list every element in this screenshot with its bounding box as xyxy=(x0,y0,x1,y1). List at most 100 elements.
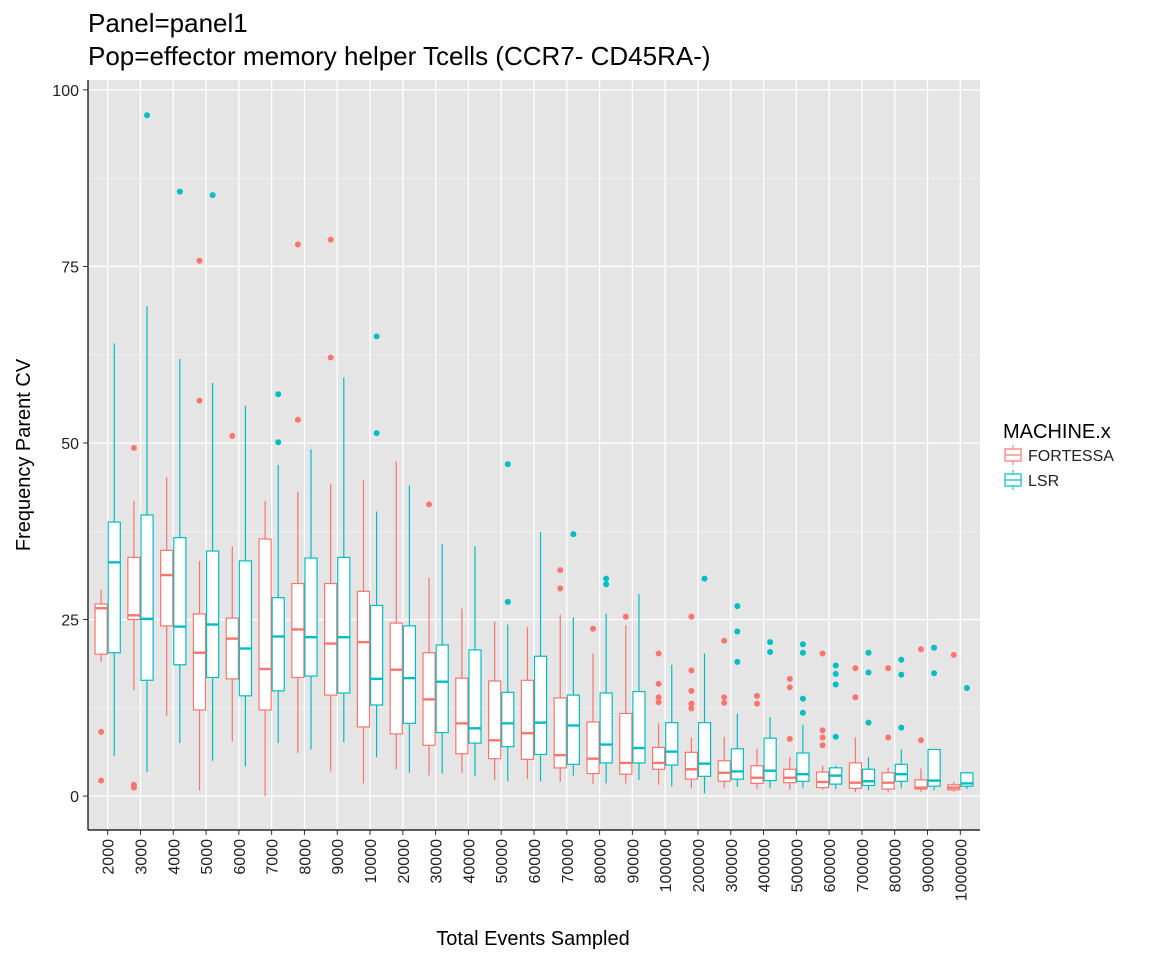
outlier xyxy=(590,625,597,632)
outlier xyxy=(688,667,695,674)
outlier xyxy=(786,684,793,691)
outlier xyxy=(655,650,662,657)
box xyxy=(815,771,830,789)
x-tick-label: 600000 xyxy=(822,839,839,892)
x-tick-label: 300000 xyxy=(724,839,741,892)
outlier xyxy=(196,397,203,404)
box xyxy=(684,751,699,780)
box xyxy=(468,649,482,744)
outlier xyxy=(327,236,334,243)
x-tick-label: 200000 xyxy=(691,839,708,892)
outlier xyxy=(98,728,105,735)
box xyxy=(173,537,187,666)
outlier xyxy=(655,680,662,687)
box xyxy=(258,538,272,711)
outlier xyxy=(176,188,183,195)
outlier xyxy=(885,734,892,741)
outlier xyxy=(721,699,728,706)
outlier xyxy=(898,671,905,678)
box xyxy=(586,721,600,775)
outlier xyxy=(294,241,301,248)
outlier xyxy=(209,192,216,199)
box xyxy=(881,772,895,790)
outlier xyxy=(832,733,839,740)
box xyxy=(127,556,141,621)
outlier xyxy=(721,637,728,644)
box xyxy=(632,690,646,764)
y-tick-label: 50 xyxy=(61,436,79,453)
x-tick-label: 20000 xyxy=(396,839,413,884)
box xyxy=(533,655,548,756)
outlier xyxy=(931,670,938,677)
outlier xyxy=(701,575,708,582)
outlier xyxy=(767,649,774,656)
outlier xyxy=(917,646,924,653)
box xyxy=(140,514,154,681)
box xyxy=(271,597,285,692)
outlier xyxy=(799,641,806,648)
outlier xyxy=(144,112,151,119)
y-tick-label: 25 xyxy=(61,613,79,630)
outlier xyxy=(734,603,741,610)
outlier xyxy=(898,724,905,731)
outlier xyxy=(327,354,334,361)
box xyxy=(501,691,515,748)
outlier xyxy=(931,644,938,651)
outlier xyxy=(570,531,577,538)
box xyxy=(225,617,239,680)
outlier xyxy=(786,675,793,682)
outlier xyxy=(819,727,826,734)
legend-title: MACHINE.x xyxy=(1003,421,1111,443)
x-tick-label: 7000 xyxy=(265,839,282,875)
outlier xyxy=(734,658,741,665)
x-tick-label: 100000 xyxy=(658,839,675,892)
outlier xyxy=(504,598,511,605)
box xyxy=(750,765,764,784)
box xyxy=(783,768,797,784)
box xyxy=(389,622,403,735)
box xyxy=(697,722,712,777)
box xyxy=(927,748,941,787)
outlier xyxy=(426,501,433,508)
box xyxy=(553,697,567,769)
outlier xyxy=(98,777,105,784)
box xyxy=(651,746,666,770)
outlier xyxy=(294,416,301,423)
series-1: LSR xyxy=(107,112,1059,794)
box xyxy=(94,603,108,655)
outlier xyxy=(504,461,511,468)
outlier xyxy=(373,333,380,340)
x-tick-label: 2000 xyxy=(101,839,118,875)
outlier xyxy=(819,742,826,749)
box xyxy=(369,604,384,706)
series-0: FORTESSA xyxy=(94,236,1114,797)
y-axis-label: Frequency Parent CV xyxy=(13,358,35,551)
x-tick-label: 1000000 xyxy=(953,839,970,901)
outlier xyxy=(917,737,924,744)
outlier xyxy=(275,439,282,446)
legend-label: FORTESSA xyxy=(1028,448,1114,465)
outlier xyxy=(963,685,970,692)
box xyxy=(894,763,908,782)
outlier xyxy=(852,665,859,672)
x-tick-label: 400000 xyxy=(757,839,774,892)
outlier xyxy=(721,694,728,701)
outlier xyxy=(655,694,662,701)
box xyxy=(337,556,351,694)
x-tick-label: 800000 xyxy=(888,839,905,892)
box xyxy=(356,590,371,728)
outlier xyxy=(688,687,695,694)
box xyxy=(763,737,777,782)
outlier xyxy=(799,649,806,656)
chart-subtitle: Pop=effector memory helper Tcells (CCR7-… xyxy=(88,41,711,71)
box xyxy=(520,679,535,760)
outlier xyxy=(557,585,564,592)
outlier xyxy=(865,649,872,656)
box xyxy=(599,692,613,764)
legend-label: LSR xyxy=(1028,473,1059,490)
outlier xyxy=(603,575,610,582)
outlier xyxy=(819,734,826,741)
x-tick-label: 700000 xyxy=(855,839,872,892)
x-tick-label: 40000 xyxy=(461,839,478,884)
